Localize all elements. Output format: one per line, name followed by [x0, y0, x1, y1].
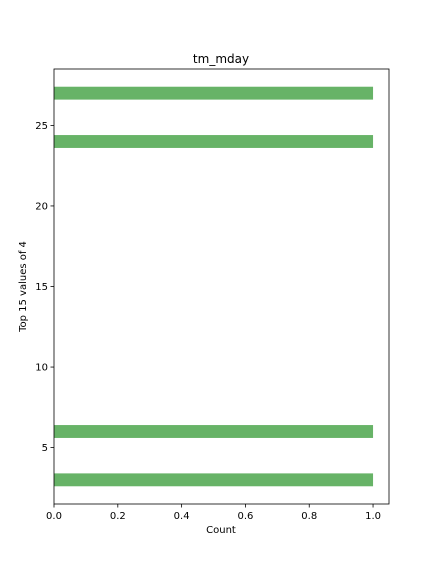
bar-27: [54, 86, 374, 100]
bar-6: [54, 425, 374, 438]
bar-3: [54, 473, 374, 487]
x-tick-label: 1.0: [365, 511, 381, 522]
y-tick-label: 5: [42, 443, 48, 454]
plot-frame: [53, 68, 390, 505]
bars-group: [54, 86, 374, 487]
chart-title: tm_mday: [193, 52, 249, 66]
y-tick-label: 15: [35, 282, 48, 293]
x-tick-label: 0.2: [110, 511, 126, 522]
bar-24: [54, 135, 374, 148]
x-tick-label: 0.0: [46, 511, 62, 522]
x-axis-label: Count: [206, 525, 236, 536]
x-tick-label: 0.8: [301, 511, 317, 522]
y-tick-label: 20: [35, 201, 48, 212]
y-tick-label: 25: [35, 121, 48, 132]
x-tick-label: 0.6: [237, 511, 253, 522]
x-axis-ticks: 0.0 0.2 0.4 0.6 0.8 1.0: [46, 504, 381, 522]
x-tick-label: 0.4: [174, 511, 190, 522]
y-axis-label: Top 15 values of 4: [18, 241, 29, 333]
y-axis-ticks: 5 10 15 20 25: [35, 121, 54, 454]
y-tick-label: 10: [35, 363, 48, 374]
